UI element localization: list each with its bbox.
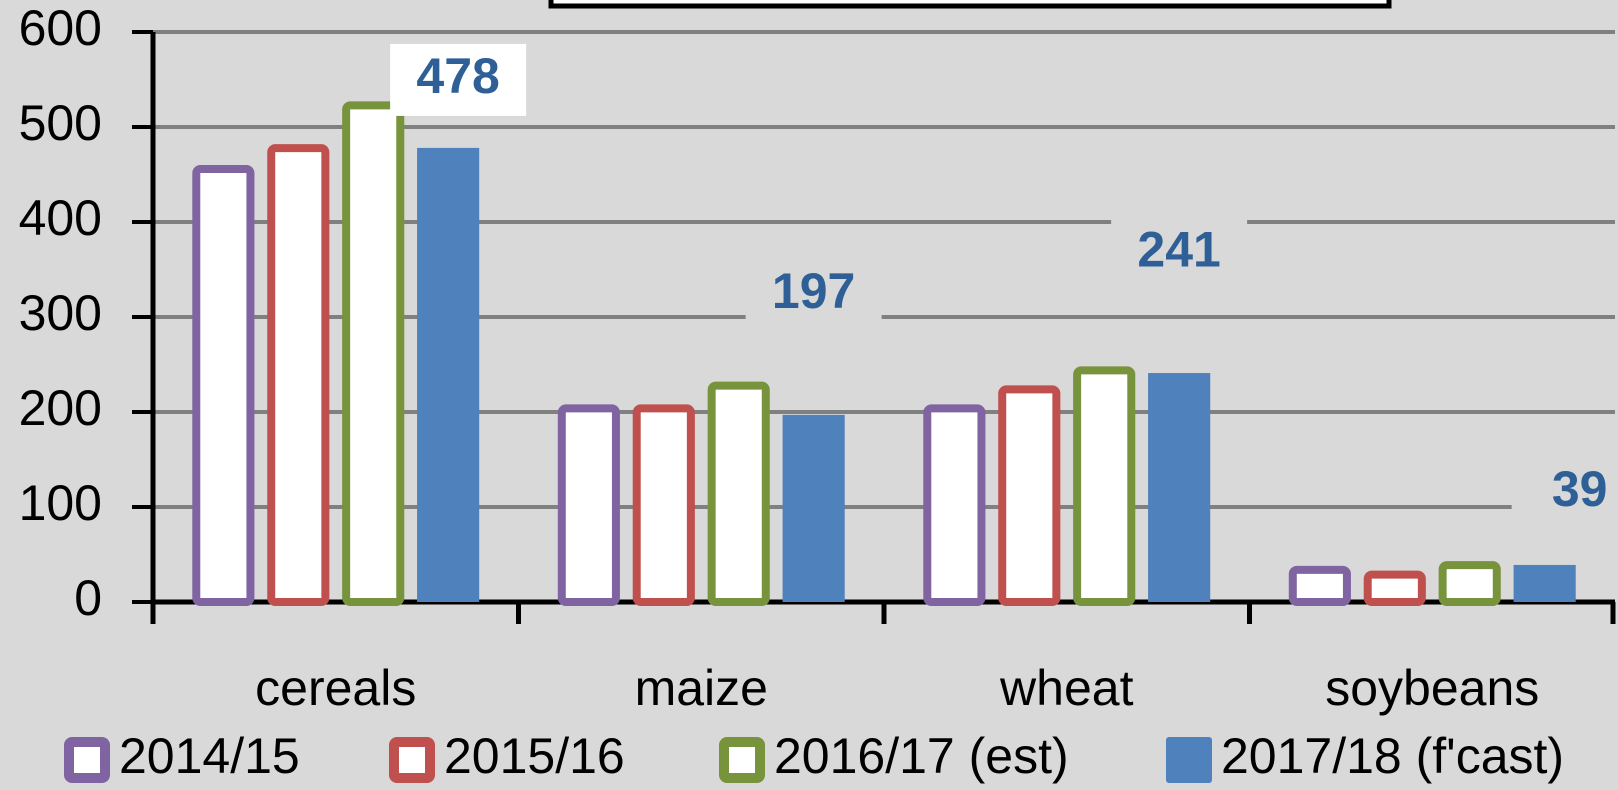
data-label-bg	[390, 43, 527, 116]
legend-marker	[719, 737, 765, 783]
bar	[782, 414, 845, 602]
title-box	[548, 0, 1392, 9]
bar	[923, 404, 986, 606]
x-tick-label: wheat	[999, 660, 1134, 716]
legend-marker	[64, 737, 110, 783]
data-label: 39	[1552, 461, 1608, 517]
bar	[1148, 373, 1211, 602]
y-tick-label: 300	[19, 285, 102, 341]
bar	[1513, 564, 1576, 602]
data-label-bg	[1511, 456, 1618, 529]
bar	[417, 147, 480, 602]
bar	[192, 165, 255, 606]
x-tick-label: maize	[635, 660, 768, 716]
data-label: 241	[1137, 221, 1220, 277]
legend-label: 2015/16	[444, 728, 625, 784]
bar	[557, 404, 620, 606]
bar	[632, 404, 695, 606]
legend-label: 2014/15	[119, 728, 300, 784]
data-label-bg	[745, 258, 882, 331]
bar	[1288, 565, 1351, 607]
bar	[998, 385, 1061, 606]
x-tick-label: cereals	[255, 660, 416, 716]
legend-label: 2016/17 (est)	[774, 728, 1069, 784]
legend-marker	[1166, 737, 1212, 783]
data-label: 478	[416, 48, 499, 104]
data-label: 197	[772, 263, 855, 319]
y-tick-label: 100	[19, 475, 102, 531]
bar	[1438, 561, 1501, 607]
bar	[267, 144, 330, 606]
y-tick-label: 400	[19, 190, 102, 246]
y-tick-label: 500	[19, 95, 102, 151]
data-label-bg	[1111, 217, 1248, 290]
bar	[1073, 366, 1136, 606]
legend-label: 2017/18 (f'cast)	[1221, 728, 1564, 784]
y-tick-label: 600	[19, 0, 102, 56]
x-tick-label: soybeans	[1325, 660, 1539, 716]
bar	[707, 381, 770, 606]
y-tick-label: 0	[74, 570, 102, 626]
y-tick-label: 200	[19, 380, 102, 436]
bar	[1363, 570, 1426, 607]
bar	[342, 101, 405, 606]
legend-marker	[389, 737, 435, 783]
